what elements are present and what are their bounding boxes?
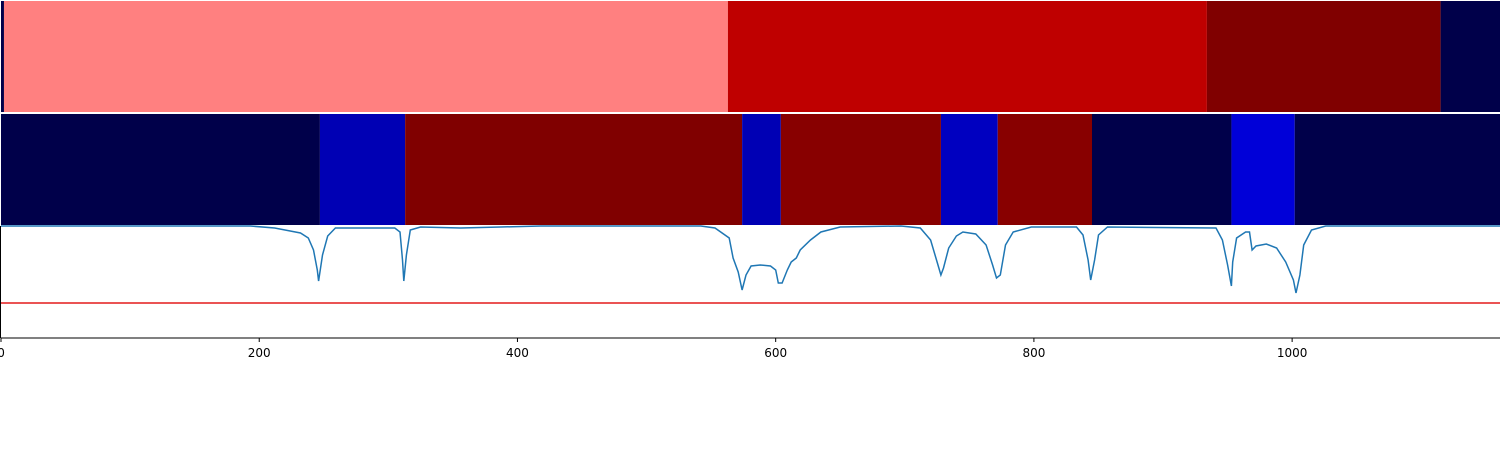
x-tick-label: 800 [1022, 346, 1045, 360]
segment [727, 1, 1207, 112]
segment [1206, 1, 1441, 112]
segment [780, 114, 941, 225]
segment [1092, 114, 1232, 225]
segment [742, 114, 781, 225]
segment [1294, 114, 1500, 225]
segment [1, 114, 320, 225]
segment [1440, 1, 1500, 112]
x-tick-label: 400 [506, 346, 529, 360]
segment [319, 114, 406, 225]
line-series [1, 225, 1500, 294]
segment [405, 114, 743, 225]
segment [940, 114, 998, 225]
x-tick-label: 0 [0, 346, 5, 360]
segment [1231, 114, 1295, 225]
segment [3, 1, 728, 112]
x-tick-label: 600 [764, 346, 787, 360]
segment [1, 1, 4, 112]
x-tick-label: 1000 [1277, 346, 1308, 360]
x-tick-label: 200 [248, 346, 271, 360]
segment [997, 114, 1093, 225]
